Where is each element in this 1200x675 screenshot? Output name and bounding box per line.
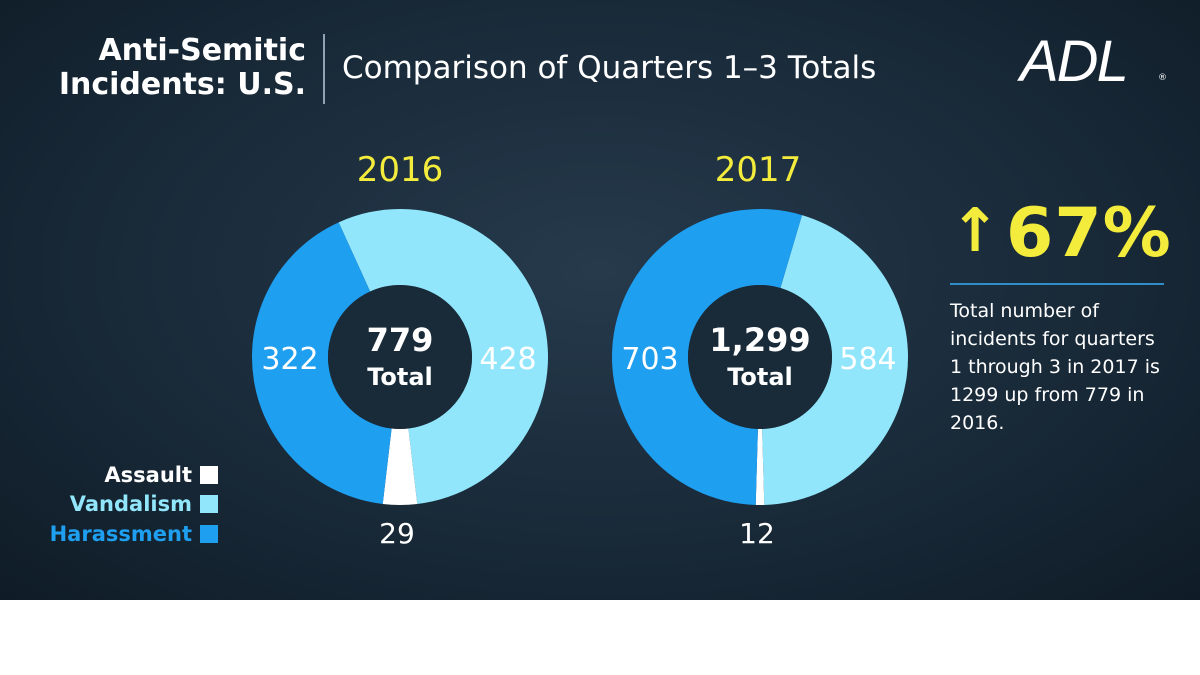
legend-label-assault: Assault [104, 463, 192, 487]
donut-slice-2016-vandalism [338, 209, 548, 504]
chart-title-2017: 2017 [714, 150, 802, 190]
donut-center-2016 [328, 285, 472, 429]
donut-slice-2017-harassment [612, 209, 803, 505]
legend-item-vandalism: Vandalism [70, 491, 218, 517]
data-label-harassment-2016: 322 [261, 342, 318, 377]
infographic-panel: Anti-Semitic Incidents: U.S. Comparison … [0, 0, 1200, 600]
page-title: Anti-Semitic Incidents: U.S. [38, 34, 306, 102]
donut-slice-2017-assault [755, 428, 765, 505]
adl-logo: ADL [1020, 29, 1129, 94]
legend-label-harassment: Harassment [49, 522, 192, 546]
legend-item-harassment: Harassment [50, 521, 218, 547]
title-divider [323, 34, 325, 104]
title-line-1: Anti-Semitic [98, 33, 306, 68]
callout-rule [950, 283, 1164, 285]
total-value-2016: 779 [367, 321, 434, 359]
donut-slice-2016-harassment [252, 222, 392, 504]
legend-swatch-harassment [200, 525, 218, 543]
donut-slice-2017-vandalism [762, 215, 909, 505]
percent-change: 67% [1006, 194, 1172, 273]
data-label-vandalism-2016: 428 [479, 342, 536, 377]
donut-slice-2016-assault [382, 428, 418, 506]
up-arrow-icon: ↑ [950, 196, 1001, 266]
legend-label-vandalism: Vandalism [69, 492, 192, 516]
total-word-2016: Total [367, 363, 433, 391]
callout-description: Total number of incidents for quarters 1… [950, 300, 1160, 434]
legend-swatch-assault [200, 466, 218, 484]
data-label-harassment-2017: 703 [621, 342, 678, 377]
page-subtitle: Comparison of Quarters 1–3 Totals [342, 50, 877, 86]
data-label-vandalism-2017: 584 [839, 342, 896, 377]
title-line-2: Incidents: U.S. [58, 67, 306, 102]
data-label-assault-2017: 12 [739, 517, 775, 550]
donut-charts: 779 Total 322 428 29 1,299 Total 703 584 12 [252, 209, 909, 550]
total-word-2017: Total [727, 363, 793, 391]
legend-swatch-vandalism [200, 495, 218, 513]
chart-title-2016: 2016 [356, 150, 444, 190]
adl-logo-mark: ® [1158, 73, 1167, 83]
donut-center-2017 [688, 285, 832, 429]
total-value-2017: 1,299 [709, 321, 810, 359]
data-label-assault-2016: 29 [379, 517, 415, 550]
legend-item-assault: Assault [104, 462, 218, 488]
